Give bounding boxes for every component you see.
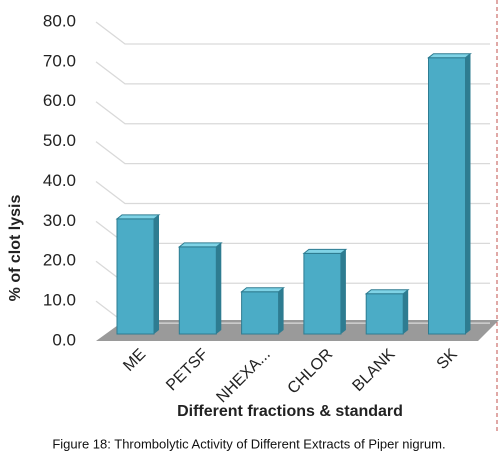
bar-top	[364, 289, 410, 295]
bar-side	[216, 242, 222, 334]
y-tick-label: 80.0	[43, 11, 76, 30]
x-tick-label: BLANK	[349, 346, 398, 395]
grid-line	[95, 141, 490, 165]
y-axis-title: % of clot lysis	[7, 195, 24, 302]
y-tick-label: 30.0	[43, 211, 76, 230]
bar-side	[465, 53, 471, 334]
bar-side	[278, 287, 284, 334]
bar-top	[427, 53, 472, 59]
x-axis-title: Different fractions & standard	[177, 403, 403, 420]
bar-side	[340, 249, 346, 334]
bar	[240, 287, 286, 335]
bar	[302, 248, 348, 335]
y-tick-label: 60.0	[43, 91, 76, 110]
bar-front	[303, 252, 342, 335]
y-tick-label: 50.0	[43, 131, 76, 150]
bar-side	[403, 289, 409, 334]
bar-front	[178, 246, 217, 335]
x-tick-label: ME	[120, 346, 149, 375]
bar	[177, 242, 223, 335]
bar	[427, 53, 472, 335]
x-tick-label: SK	[434, 346, 461, 373]
y-tick-label: 40.0	[43, 171, 76, 190]
bar-top	[115, 214, 161, 220]
y-tick-label: 0.0	[52, 330, 76, 349]
grid-line	[95, 101, 490, 125]
bar	[364, 289, 410, 335]
bar-top	[240, 287, 286, 293]
y-tick-label: 20.0	[43, 251, 76, 270]
bar	[115, 214, 161, 335]
grid-line	[95, 61, 490, 85]
x-tick-label: NHEXA...	[213, 346, 273, 406]
bar-side	[154, 214, 159, 334]
caption: Figure 18: Thrombolytic Activity of Diff…	[52, 436, 445, 451]
bar-front	[241, 291, 280, 335]
y-tick-label: 10.0	[43, 291, 76, 310]
bar-front	[116, 218, 155, 335]
grid-line	[95, 21, 490, 45]
y-tick-label: 70.0	[43, 51, 76, 70]
x-tick-label: CHLOR	[285, 346, 337, 398]
grid-line	[95, 180, 490, 205]
bar-top	[177, 242, 223, 248]
bar-top	[302, 248, 348, 254]
x-tick-label: PETSF	[163, 346, 212, 395]
bar-front	[428, 57, 466, 335]
bar-front	[365, 293, 404, 335]
